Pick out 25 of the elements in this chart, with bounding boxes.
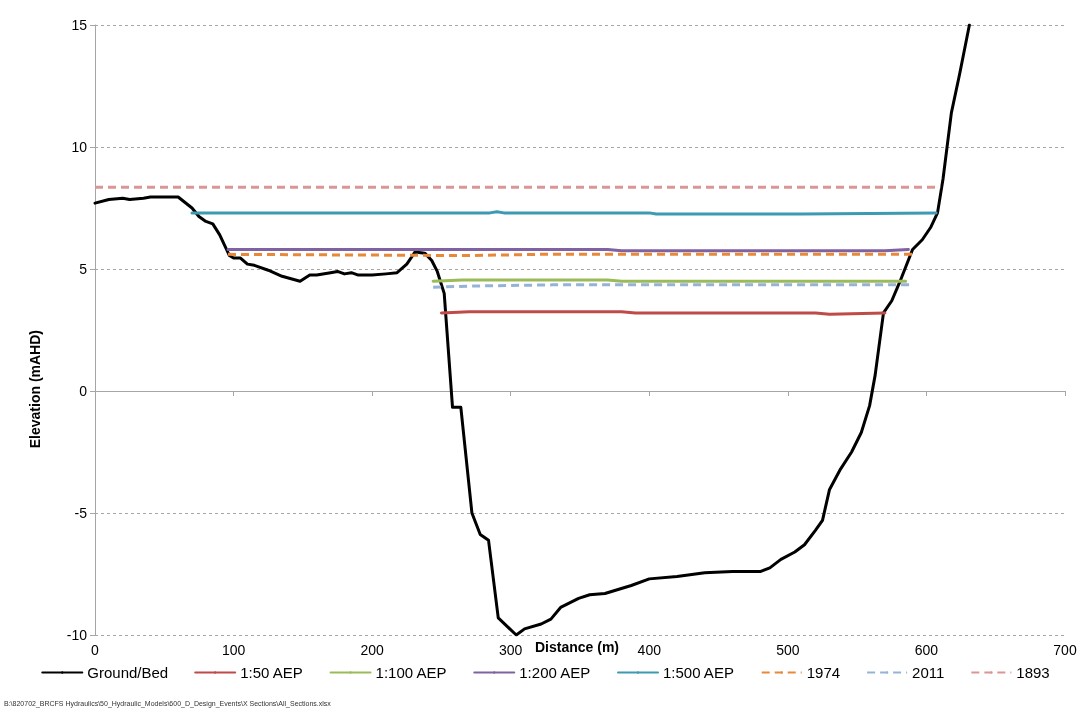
- x-axis-title: Distance (m): [535, 639, 620, 655]
- line-series: [93, 23, 971, 637]
- legend-label: 1893: [1016, 664, 1050, 681]
- legend-label: 1:50 AEP: [240, 664, 303, 681]
- legend-label: 1974: [806, 664, 841, 681]
- x-tick-label: 500: [776, 642, 800, 658]
- y-tick-label: 0: [79, 383, 88, 399]
- y-tick-label: 10: [71, 139, 88, 155]
- x-tick-label: 200: [360, 642, 385, 658]
- legend-label: 1:200 AEP: [519, 664, 591, 681]
- x-tick-label: 400: [637, 642, 662, 658]
- y-tick-label: -10: [66, 627, 88, 643]
- y-tick-label: 15: [71, 17, 88, 33]
- x-tick-label: 0: [91, 642, 100, 658]
- x-tick-label: 600: [914, 642, 939, 658]
- x-tick-label: 100: [221, 642, 246, 658]
- x-tick-label: 300: [499, 642, 523, 658]
- x-tick-label: 700: [1053, 642, 1077, 658]
- legend-label: Ground/Bed: [87, 664, 169, 681]
- legend-label: 1:500 AEP: [662, 664, 734, 681]
- legend-label: 1:100 AEP: [375, 664, 447, 681]
- y-tick-label: -5: [74, 505, 88, 521]
- legend-label: 2011: [912, 664, 945, 681]
- y-tick-label: 5: [79, 261, 88, 277]
- y-axis-title: Elevation (mAHD): [27, 330, 43, 449]
